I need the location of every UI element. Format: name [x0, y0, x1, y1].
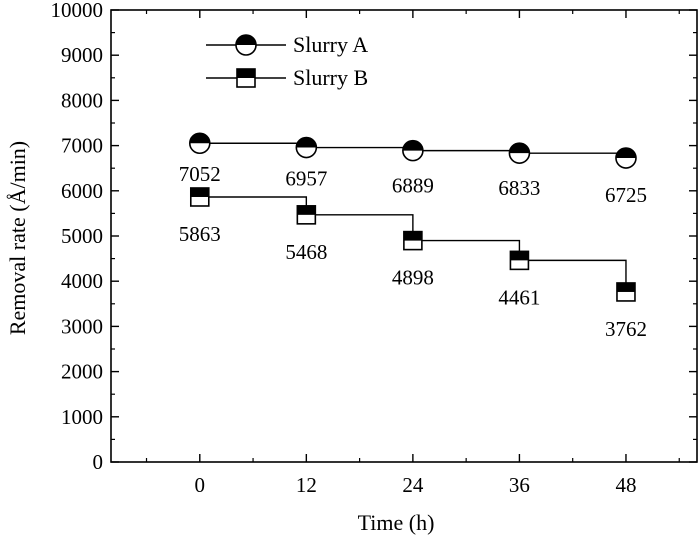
marker-fill	[402, 140, 423, 151]
y-tick-label: 1000	[61, 405, 103, 429]
y-tick-label: 7000	[61, 134, 103, 158]
marker-fill	[189, 133, 210, 144]
data-point	[402, 139, 424, 162]
y-tick-label: 8000	[61, 88, 103, 112]
marker-fill	[615, 148, 636, 159]
legend-marker	[236, 68, 256, 88]
y-tick-label: 3000	[61, 314, 103, 338]
marker-fill	[190, 187, 209, 197]
data-label: 4461	[498, 285, 540, 309]
legend-label: Slurry A	[293, 32, 368, 57]
data-label: 6725	[605, 183, 647, 207]
data-label: 3762	[605, 317, 647, 341]
x-tick-label: 12	[296, 473, 317, 497]
data-point	[189, 187, 210, 207]
axis-ticks: 0 1000 2000 3000 4000 5000 6000 7000 8000 9000 100…	[51, 0, 697, 497]
legend-entry: Slurry B	[206, 65, 368, 90]
marker-fill	[236, 35, 256, 45]
series-0: 7052 6957 6889 6833 6725	[179, 132, 647, 207]
data-point	[509, 250, 530, 271]
marker-fill	[237, 69, 255, 78]
marker-fill	[297, 205, 316, 215]
data-label: 5468	[285, 240, 327, 264]
y-tick-label: 6000	[61, 179, 103, 203]
x-tick-label: 0	[195, 473, 206, 497]
series-group: 7052 6957 6889 6833 6725 5863 5468 4898 4461 3762	[179, 132, 647, 341]
marker-fill	[510, 251, 529, 261]
data-point	[615, 147, 637, 169]
data-label: 4898	[392, 266, 434, 290]
series-1: 5863 5468 4898 4461 3762	[179, 187, 647, 341]
data-point	[403, 230, 423, 251]
data-point	[296, 205, 317, 225]
data-label: 6833	[498, 176, 540, 200]
y-tick-label: 9000	[61, 43, 103, 67]
x-tick-label: 36	[509, 473, 530, 497]
data-label: 7052	[179, 162, 221, 186]
data-point	[508, 142, 531, 164]
marker-fill	[509, 143, 530, 154]
legend-marker	[235, 34, 257, 56]
legend-label: Slurry B	[293, 65, 368, 90]
data-label: 6957	[285, 167, 327, 191]
marker-fill	[403, 231, 422, 241]
data-label: 5863	[179, 222, 221, 246]
legend: Slurry A Slurry B	[206, 32, 368, 90]
marker-fill	[616, 282, 635, 292]
y-tick-label: 4000	[61, 269, 103, 293]
y-tick-label: 0	[93, 450, 104, 474]
marker-fill	[296, 137, 317, 148]
data-point	[188, 132, 211, 155]
data-label: 6889	[392, 174, 434, 198]
x-tick-label: 24	[402, 473, 424, 497]
y-tick-label: 2000	[61, 360, 103, 384]
data-point	[295, 136, 318, 159]
y-axis-label: Removal rate (Å/min)	[5, 141, 30, 335]
data-point	[616, 282, 636, 302]
y-tick-label: 5000	[61, 224, 103, 248]
y-tick-label: 10000	[51, 0, 104, 22]
legend-entry: Slurry A	[206, 32, 368, 57]
x-axis-label: Time (h)	[358, 510, 435, 535]
x-tick-label: 48	[615, 473, 636, 497]
